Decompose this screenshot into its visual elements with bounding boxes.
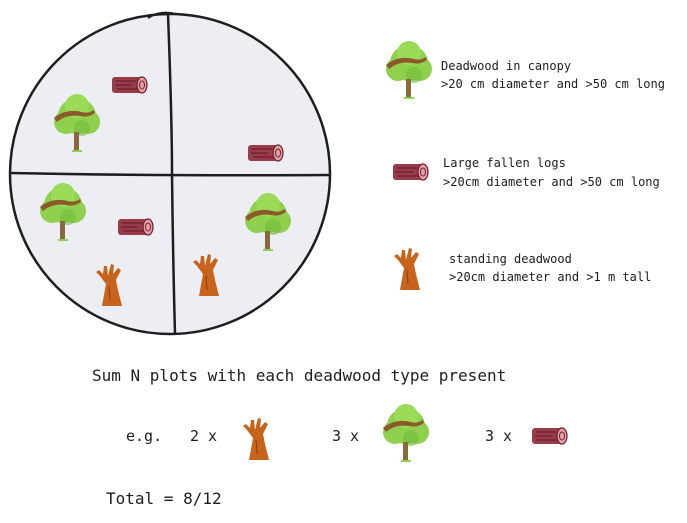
log-icon xyxy=(392,163,429,181)
legend-detail: >20cm diameter and >50 cm long xyxy=(443,175,660,189)
log-icon xyxy=(117,218,154,236)
legend-title: Large fallen logs xyxy=(443,156,566,170)
plot-circle xyxy=(8,11,332,336)
legend-item-logs: Large fallen logs >20cm diameter and >50… xyxy=(392,156,660,189)
tree-with-branch-icon xyxy=(383,404,429,462)
summary-total: Total = 8/12 xyxy=(106,489,222,508)
legend-item-standing: standing deadwood >20cm diameter and >1 … xyxy=(393,247,651,291)
legend: Deadwood in canopy >20 cm diameter and >… xyxy=(386,41,665,291)
summary-example: e.g. 2 x 3 x 3 x xyxy=(126,404,568,462)
legend-detail: >20cm diameter and >1 m tall xyxy=(449,270,651,284)
dead-tree-icon xyxy=(393,247,421,291)
log-icon xyxy=(531,427,568,445)
log-icon xyxy=(111,76,148,94)
count-label: 2 x xyxy=(190,427,217,445)
example-prefix: e.g. xyxy=(126,427,162,445)
legend-title: standing deadwood xyxy=(449,252,572,266)
legend-title: Deadwood in canopy xyxy=(441,59,571,73)
summary-heading: Sum N plots with each deadwood type pres… xyxy=(92,366,506,385)
legend-item-canopy: Deadwood in canopy >20 cm diameter and >… xyxy=(386,41,665,99)
count-label: 3 x xyxy=(332,427,359,445)
log-icon xyxy=(247,144,284,162)
tree-with-branch-icon xyxy=(386,41,432,99)
legend-detail: >20 cm diameter and >50 cm long xyxy=(441,77,665,91)
horizontal-divider xyxy=(9,171,331,177)
dead-tree-icon xyxy=(242,417,270,461)
count-label: 3 x xyxy=(485,427,512,445)
quadrant-top-right xyxy=(247,144,284,162)
